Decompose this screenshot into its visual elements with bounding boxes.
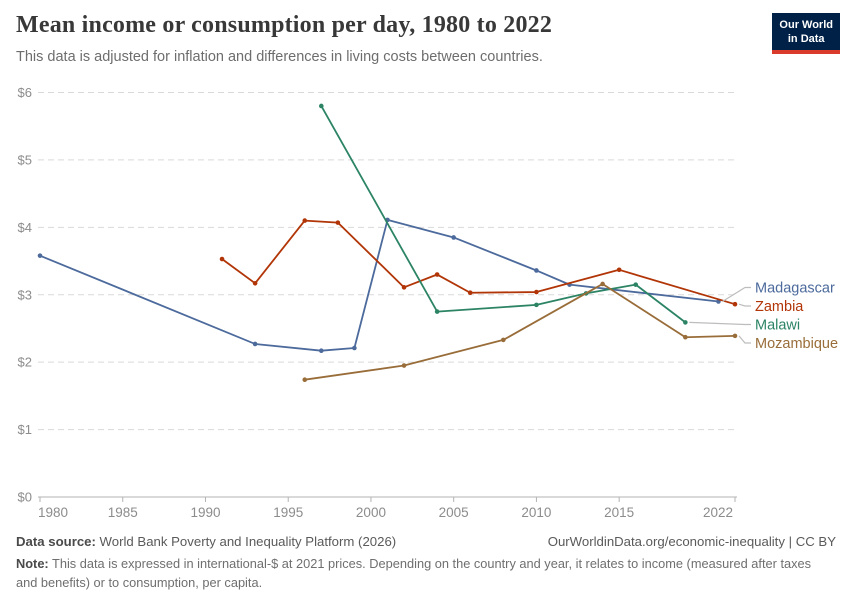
legend-label-mozambique[interactable]: Mozambique: [755, 336, 838, 352]
y-tick-label: $1: [18, 422, 32, 437]
y-tick-label: $5: [18, 152, 32, 167]
series-malawi: [319, 103, 688, 325]
x-tick-label: 2022: [703, 505, 733, 520]
y-tick-label: $3: [18, 287, 32, 302]
data-point[interactable]: [302, 218, 308, 223]
y-tick-label: $6: [18, 85, 32, 100]
x-tick-label: 2005: [439, 505, 469, 520]
data-source: Data source: World Bank Poverty and Ineq…: [16, 534, 396, 549]
y-tick-label: $0: [18, 490, 32, 505]
data-point[interactable]: [451, 235, 456, 240]
data-point[interactable]: [335, 220, 341, 225]
data-source-text: World Bank Poverty and Inequality Platfo…: [95, 534, 397, 549]
line-chart: $0 $1 $2 $3 $4 $5 $6 1980 1985 1990 1995 2000 2005 20…: [18, 85, 838, 520]
legend-connector: [722, 286, 751, 303]
owid-logo[interactable]: Our World in Data: [772, 13, 840, 54]
legend-connector: [738, 303, 751, 307]
x-tick-label: 2015: [604, 505, 634, 520]
data-point[interactable]: [600, 281, 605, 287]
data-point[interactable]: [732, 333, 738, 339]
data-point[interactable]: [534, 302, 539, 308]
data-point[interactable]: [616, 267, 622, 273]
data-source-label: Data source:: [16, 534, 96, 549]
data-point[interactable]: [252, 280, 258, 286]
x-tick-label: 1995: [273, 505, 303, 520]
legend-connector: [689, 321, 751, 326]
data-point[interactable]: [319, 103, 324, 109]
data-point[interactable]: [534, 268, 539, 273]
series-mozambique: [302, 281, 738, 382]
chart-subtitle: This data is adjusted for inflation and …: [16, 49, 543, 65]
x-tick-label: 2010: [521, 505, 551, 520]
legend-label-madagascar[interactable]: Madagascar: [755, 280, 835, 296]
data-point[interactable]: [534, 289, 539, 295]
series-zambia: [219, 218, 738, 307]
data-point[interactable]: [467, 290, 473, 296]
series-line-mozambique[interactable]: [303, 283, 736, 381]
legend-connector: [738, 335, 751, 344]
data-point[interactable]: [302, 377, 308, 382]
data-point[interactable]: [434, 309, 440, 314]
x-tick-label: 1985: [108, 505, 138, 520]
chart-note-label: Note:: [16, 556, 49, 571]
data-point[interactable]: [401, 363, 407, 368]
credit-link[interactable]: OurWorldinData.org/economic-inequality |…: [547, 534, 836, 549]
data-point[interactable]: [319, 348, 324, 354]
data-point[interactable]: [37, 253, 43, 258]
y-tick-label: $2: [18, 355, 32, 370]
chart-footer: Data source: World Bank Poverty and Ineq…: [16, 534, 836, 592]
series-madagascar: [37, 217, 721, 354]
data-point[interactable]: [683, 334, 688, 340]
data-point[interactable]: [501, 337, 506, 343]
chart-note: Note: This data is expressed in internat…: [16, 554, 834, 592]
legend-label-malawi[interactable]: Malawi: [755, 317, 800, 333]
data-point[interactable]: [352, 345, 357, 351]
data-point[interactable]: [252, 341, 258, 347]
x-tick-label: 2000: [356, 505, 386, 520]
data-point[interactable]: [633, 282, 639, 287]
series-line-madagascar[interactable]: [39, 219, 720, 352]
series-line-malawi[interactable]: [320, 105, 687, 324]
x-tick-label: 1990: [190, 505, 220, 520]
data-point[interactable]: [219, 256, 225, 262]
data-point[interactable]: [401, 285, 407, 290]
data-point[interactable]: [434, 272, 440, 277]
page-title: Mean income or consumption per day, 1980…: [16, 12, 553, 38]
legend-label-zambia[interactable]: Zambia: [755, 299, 804, 315]
data-point[interactable]: [683, 320, 688, 325]
chart-note-text: This data is expressed in international-…: [16, 556, 812, 591]
owid-logo-line1: Our World: [779, 19, 833, 31]
owid-logo-line2: in Data: [787, 33, 825, 46]
data-point[interactable]: [732, 301, 738, 307]
y-tick-label: $4: [18, 220, 32, 235]
x-tick-label: 1980: [38, 505, 68, 520]
series-line-zambia[interactable]: [221, 219, 736, 306]
